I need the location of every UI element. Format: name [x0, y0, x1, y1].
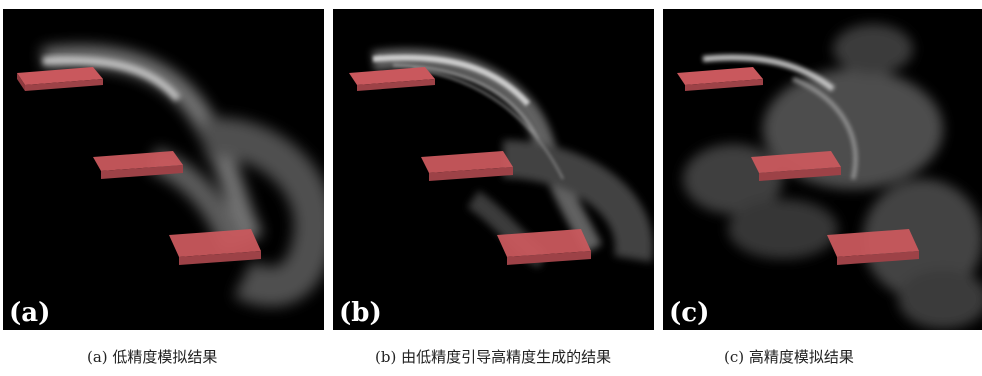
- obstacle-middle: [751, 151, 841, 181]
- obstacle-top: [17, 67, 103, 91]
- obstacle-top: [349, 67, 435, 91]
- caption-c: (c) 高精度模拟结果: [724, 348, 854, 366]
- smoke-simulation-image: [17, 45, 324, 307]
- obstacle-middle: [421, 151, 513, 181]
- smoke-simulation-image: [349, 48, 653, 268]
- panel-label: (a): [9, 298, 51, 328]
- panel-label: (c): [669, 298, 710, 328]
- obstacle-bottom: [169, 229, 261, 265]
- smoke-simulation-image: [677, 24, 982, 329]
- obstacle-top: [677, 67, 763, 91]
- obstacle-bottom: [827, 229, 919, 265]
- obstacle-middle: [93, 151, 183, 179]
- caption-a: (a) 低精度模拟结果: [87, 348, 218, 366]
- panel-label: (b): [339, 298, 382, 328]
- panel-b-guided: (b): [333, 9, 654, 330]
- obstacle-bottom: [497, 229, 591, 265]
- panel-a-low-res: (a): [3, 9, 324, 330]
- panel-c-high-res: (c): [663, 9, 982, 330]
- caption-b: (b) 由低精度引导高精度生成的结果: [375, 348, 612, 366]
